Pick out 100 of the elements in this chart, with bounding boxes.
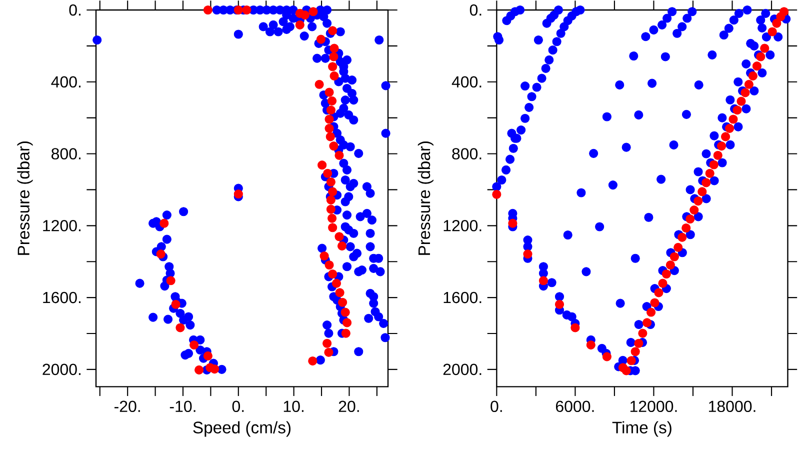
point <box>324 260 334 270</box>
point <box>523 250 532 259</box>
x-tick-label: -10. <box>170 400 196 412</box>
point <box>326 132 335 142</box>
point <box>634 338 644 348</box>
point <box>300 10 310 20</box>
point <box>728 114 738 124</box>
point <box>670 252 679 262</box>
point <box>308 7 318 16</box>
point <box>768 27 777 36</box>
x-tick-label: 10. <box>284 400 304 412</box>
point <box>702 178 711 188</box>
point <box>690 205 699 215</box>
point <box>314 80 324 89</box>
point <box>330 71 339 80</box>
y-tick-label: 2000. <box>443 364 482 376</box>
point <box>650 298 660 308</box>
point <box>340 308 350 317</box>
point <box>320 251 329 261</box>
point <box>492 190 502 199</box>
point <box>324 114 334 124</box>
point <box>642 318 652 328</box>
point <box>772 18 782 28</box>
point <box>709 160 718 170</box>
y-tick-label: 400. <box>51 76 80 88</box>
y-tick-label: 1600. <box>444 292 482 304</box>
point <box>662 269 671 279</box>
point <box>316 34 326 44</box>
point <box>328 62 338 72</box>
point <box>341 328 350 338</box>
point <box>329 142 338 151</box>
point <box>658 278 668 288</box>
point <box>752 62 762 71</box>
x-tick-label: 18000. <box>708 400 756 412</box>
point <box>713 150 722 160</box>
point <box>342 318 352 328</box>
point <box>326 106 336 115</box>
point <box>176 323 185 332</box>
point <box>666 260 675 270</box>
point <box>328 214 337 223</box>
point <box>638 328 648 338</box>
y-tick-label: 2000. <box>42 364 80 376</box>
x-tick-label: 6000. <box>556 400 594 412</box>
point <box>630 347 640 356</box>
point <box>717 142 726 151</box>
y-tick-label: 1200. <box>43 220 80 232</box>
point <box>328 26 338 36</box>
point <box>324 124 334 133</box>
point <box>740 88 750 98</box>
point <box>326 177 336 187</box>
point <box>242 5 252 15</box>
y-tick-label: 0. <box>470 4 482 16</box>
y-tick-label: 800. <box>452 148 482 160</box>
point <box>330 44 339 53</box>
point <box>725 124 734 133</box>
point <box>779 7 789 16</box>
point <box>554 300 564 309</box>
point <box>686 214 695 224</box>
x-tick-label: -20. <box>114 400 140 412</box>
point <box>322 338 332 348</box>
point <box>646 308 656 317</box>
y-tick-label: 1200. <box>444 220 482 232</box>
x-tick-label: 0. <box>490 400 502 412</box>
point <box>694 196 703 206</box>
y-tick-label: 0. <box>69 4 80 16</box>
point <box>328 223 338 232</box>
point <box>171 300 180 309</box>
point <box>654 288 664 298</box>
point <box>721 132 730 142</box>
point <box>682 223 691 233</box>
point <box>678 232 687 242</box>
point <box>329 52 338 62</box>
point <box>332 278 342 288</box>
point <box>586 340 596 350</box>
point <box>338 298 348 307</box>
point <box>732 106 742 115</box>
point <box>674 242 683 252</box>
point <box>234 189 243 199</box>
point <box>194 365 204 374</box>
point <box>756 52 766 62</box>
point <box>698 187 707 196</box>
point <box>334 232 344 242</box>
point <box>622 366 631 376</box>
y-axis-title: Pressure (dbar) <box>418 142 434 255</box>
point <box>744 80 754 89</box>
point <box>538 276 548 286</box>
point <box>326 204 336 214</box>
y-tick-label: 400. <box>452 76 482 88</box>
point <box>295 20 304 30</box>
y-axis-title: Pressure (dbar) <box>17 142 33 255</box>
point <box>328 269 338 279</box>
point <box>335 288 344 298</box>
y-tick-label: 800. <box>52 148 80 160</box>
point <box>328 96 337 106</box>
point <box>570 323 580 332</box>
point <box>328 187 338 196</box>
point <box>190 340 199 350</box>
point <box>210 364 220 374</box>
point <box>736 96 746 106</box>
point <box>324 88 334 97</box>
